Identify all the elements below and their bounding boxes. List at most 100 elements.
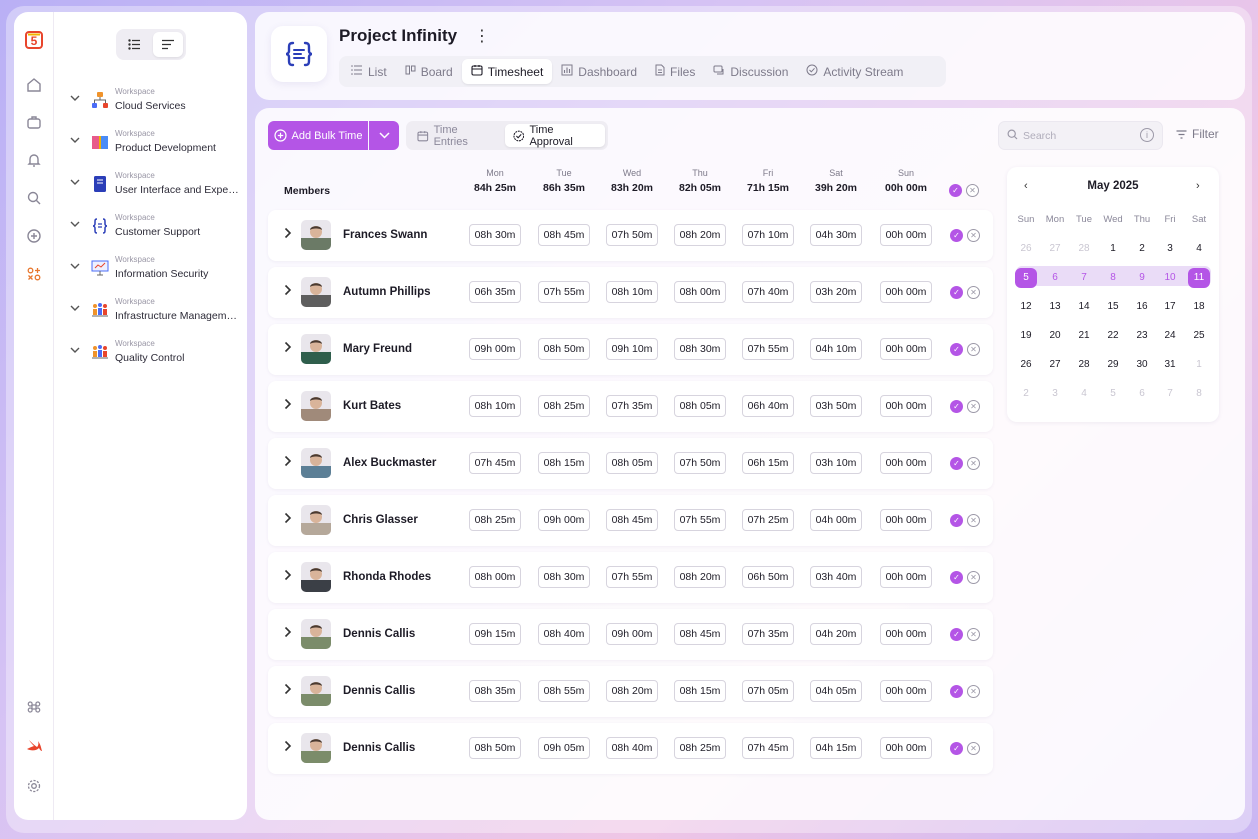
approve-button[interactable]: ✓: [950, 286, 963, 299]
reject-button[interactable]: ✕: [967, 571, 980, 584]
time-cell[interactable]: 00h 00m: [880, 509, 932, 531]
calendar-day[interactable]: 1: [1196, 359, 1202, 370]
calendar-day[interactable]: 1: [1110, 243, 1116, 254]
time-cell[interactable]: 06h 15m: [742, 452, 794, 474]
time-cell[interactable]: 00h 00m: [880, 566, 932, 588]
add-bulk-time-dropdown[interactable]: [369, 121, 399, 150]
time-cell[interactable]: 09h 00m: [538, 509, 590, 531]
time-cell[interactable]: 09h 05m: [538, 737, 590, 759]
time-cell[interactable]: 06h 35m: [469, 281, 521, 303]
calendar-day[interactable]: 12: [1020, 301, 1032, 312]
approve-button[interactable]: ✓: [950, 400, 963, 413]
briefcase-icon[interactable]: [24, 112, 44, 132]
approve-button[interactable]: ✓: [950, 628, 963, 641]
sidebar-item-workspace[interactable]: Workspace Infrastructure Management: [68, 294, 243, 330]
calendar-day[interactable]: 20: [1049, 330, 1061, 341]
sidebar-item-workspace[interactable]: Workspace Quality Control: [68, 336, 243, 372]
home-icon[interactable]: [24, 75, 44, 95]
time-cell[interactable]: 07h 10m: [742, 224, 794, 246]
calendar-day[interactable]: 2: [1023, 388, 1029, 399]
time-cell[interactable]: 03h 50m: [810, 395, 862, 417]
expand-chevron-icon[interactable]: [284, 569, 292, 584]
calendar-day[interactable]: 25: [1193, 330, 1205, 341]
calendar-day[interactable]: 4: [1081, 388, 1087, 399]
calendar-day[interactable]: 18: [1193, 301, 1205, 312]
time-cell[interactable]: 08h 15m: [674, 680, 726, 702]
calendar-day[interactable]: 28: [1078, 243, 1090, 254]
time-cell[interactable]: 07h 55m: [606, 566, 658, 588]
time-cell[interactable]: 07h 45m: [742, 737, 794, 759]
time-cell[interactable]: 07h 35m: [742, 623, 794, 645]
time-cell[interactable]: 08h 25m: [469, 509, 521, 531]
add-bulk-time-button[interactable]: Add Bulk Time: [268, 121, 368, 150]
approve-button[interactable]: ✓: [950, 229, 963, 242]
time-cell[interactable]: 06h 50m: [742, 566, 794, 588]
tab-timesheet[interactable]: Timesheet: [461, 59, 553, 84]
time-cell[interactable]: 04h 20m: [810, 623, 862, 645]
expand-chevron-icon[interactable]: [284, 512, 292, 527]
tab-activity-stream[interactable]: Activity Stream: [797, 59, 912, 84]
reject-button[interactable]: ✕: [967, 400, 980, 413]
time-cell[interactable]: 09h 15m: [469, 623, 521, 645]
chevron-down-icon[interactable]: [70, 94, 80, 105]
apps-icon[interactable]: [24, 264, 44, 284]
time-cell[interactable]: 03h 20m: [810, 281, 862, 303]
tab-discussion[interactable]: Discussion: [704, 59, 797, 84]
calendar-day[interactable]: 21: [1078, 330, 1090, 341]
time-cell[interactable]: 03h 40m: [810, 566, 862, 588]
time-cell[interactable]: 08h 20m: [674, 566, 726, 588]
calendar-day[interactable]: 8: [1110, 272, 1116, 283]
approve-button[interactable]: ✓: [950, 685, 963, 698]
calendar-day[interactable]: 3: [1052, 388, 1058, 399]
time-cell[interactable]: 04h 00m: [810, 509, 862, 531]
calendar-day[interactable]: 27: [1049, 243, 1061, 254]
calendar-day[interactable]: 24: [1164, 330, 1176, 341]
reject-button[interactable]: ✕: [967, 286, 980, 299]
app-logo[interactable]: 5: [24, 30, 44, 50]
approve-all-button[interactable]: ✓: [949, 184, 962, 197]
calendar-day[interactable]: 26: [1020, 359, 1032, 370]
expand-chevron-icon[interactable]: [284, 455, 292, 470]
time-cell[interactable]: 07h 25m: [742, 509, 794, 531]
time-cell[interactable]: 08h 55m: [538, 680, 590, 702]
time-cell[interactable]: 08h 45m: [538, 224, 590, 246]
time-cell[interactable]: 09h 00m: [606, 623, 658, 645]
sidebar-item-workspace[interactable]: Workspace Customer Support: [68, 210, 243, 246]
time-cell[interactable]: 08h 30m: [469, 224, 521, 246]
time-cell[interactable]: 04h 10m: [810, 338, 862, 360]
time-cell[interactable]: 08h 50m: [469, 737, 521, 759]
time-cell[interactable]: 08h 30m: [538, 566, 590, 588]
time-cell[interactable]: 08h 10m: [469, 395, 521, 417]
calendar-day[interactable]: 8: [1196, 388, 1202, 399]
time-cell[interactable]: 08h 05m: [606, 452, 658, 474]
time-cell[interactable]: 07h 50m: [674, 452, 726, 474]
calendar-day[interactable]: 30: [1136, 359, 1148, 370]
calendar-day[interactable]: 29: [1107, 359, 1119, 370]
reject-button[interactable]: ✕: [967, 229, 980, 242]
reject-button[interactable]: ✕: [967, 457, 980, 470]
approve-button[interactable]: ✓: [950, 742, 963, 755]
chevron-down-icon[interactable]: [70, 220, 80, 231]
more-vertical-icon[interactable]: ⋮: [474, 28, 490, 45]
time-cell[interactable]: 07h 55m: [538, 281, 590, 303]
reject-button[interactable]: ✕: [967, 514, 980, 527]
tab-files[interactable]: Files: [646, 59, 704, 84]
time-cell[interactable]: 08h 05m: [674, 395, 726, 417]
calendar-prev-icon[interactable]: ‹: [1024, 180, 1028, 192]
time-cell[interactable]: 07h 50m: [606, 224, 658, 246]
time-cell[interactable]: 08h 20m: [606, 680, 658, 702]
list-view-button[interactable]: [119, 32, 149, 57]
calendar-day[interactable]: 13: [1049, 301, 1061, 312]
filter-button[interactable]: Filter: [1176, 127, 1219, 141]
calendar-day[interactable]: 6: [1139, 388, 1145, 399]
reject-all-button[interactable]: ✕: [966, 184, 979, 197]
approve-button[interactable]: ✓: [950, 457, 963, 470]
sidebar-item-workspace[interactable]: Workspace User Interface and Experience: [68, 168, 243, 204]
expand-chevron-icon[interactable]: [284, 227, 292, 242]
sidebar-item-workspace[interactable]: Workspace Cloud Services: [68, 84, 243, 120]
reject-button[interactable]: ✕: [967, 685, 980, 698]
reject-button[interactable]: ✕: [967, 343, 980, 356]
time-cell[interactable]: 09h 10m: [606, 338, 658, 360]
tab-time-approval[interactable]: Time Approval: [504, 124, 605, 148]
chevron-down-icon[interactable]: [70, 304, 80, 315]
